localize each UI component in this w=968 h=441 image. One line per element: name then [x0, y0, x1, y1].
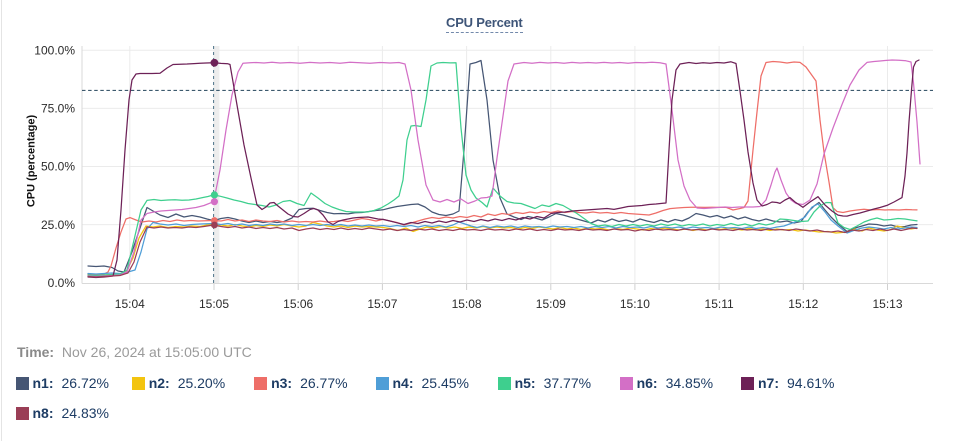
svg-text:15:06: 15:06 — [283, 297, 313, 311]
svg-text:50.0%: 50.0% — [41, 160, 75, 174]
svg-text:15:08: 15:08 — [452, 297, 482, 311]
svg-text:15:10: 15:10 — [620, 297, 650, 311]
svg-text:75.0%: 75.0% — [41, 102, 75, 116]
svg-text:15:12: 15:12 — [788, 297, 818, 311]
svg-text:100.0%: 100.0% — [34, 44, 75, 58]
svg-text:15:04: 15:04 — [115, 297, 145, 311]
svg-text:15:11: 15:11 — [705, 297, 734, 311]
svg-text:CPU (percentage): CPU (percentage) — [26, 115, 38, 208]
svg-text:0.0%: 0.0% — [48, 276, 76, 290]
svg-text:15:05: 15:05 — [199, 297, 229, 311]
svg-text:15:13: 15:13 — [872, 297, 902, 311]
svg-text:15:09: 15:09 — [536, 297, 566, 311]
svg-text:15:07: 15:07 — [367, 297, 397, 311]
svg-text:25.0%: 25.0% — [41, 218, 75, 232]
